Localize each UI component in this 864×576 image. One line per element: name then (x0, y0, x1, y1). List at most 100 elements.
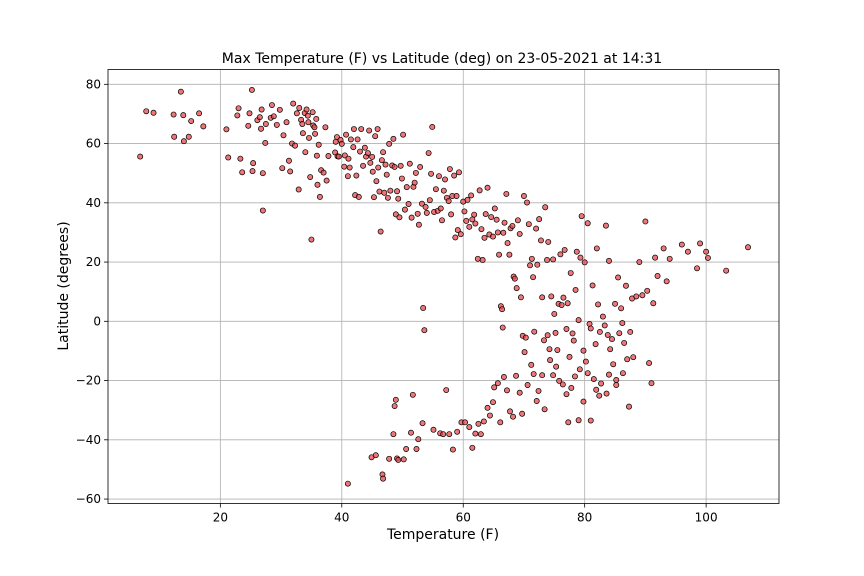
data-point (256, 114, 263, 121)
data-point (606, 371, 612, 378)
y-tick-label: −40 (76, 433, 101, 447)
data-point (534, 261, 541, 268)
data-point (488, 214, 495, 220)
data-point (596, 329, 603, 335)
data-point (279, 165, 286, 172)
data-point (563, 391, 570, 398)
data-point (567, 270, 574, 276)
data-point (200, 123, 207, 130)
data-point (471, 211, 478, 218)
data-point (423, 209, 430, 216)
data-point (418, 200, 425, 207)
data-point (443, 387, 450, 393)
data-point (577, 254, 584, 261)
data-point (390, 135, 397, 142)
data-point (559, 381, 566, 388)
data-point (369, 153, 376, 160)
data-point (239, 169, 246, 176)
data-point (469, 444, 476, 451)
data-point (415, 221, 422, 228)
data-point (387, 187, 394, 194)
data-point (290, 100, 297, 107)
data-point (453, 193, 460, 199)
data-point (464, 196, 471, 203)
y-tick-label: 0 (93, 314, 101, 328)
data-point (533, 225, 540, 232)
data-point (185, 133, 192, 140)
data-point (341, 152, 348, 159)
data-point (582, 358, 589, 365)
data-point (421, 327, 428, 334)
data-point (315, 141, 322, 148)
data-point (372, 452, 379, 459)
data-point (598, 380, 605, 387)
data-point (293, 110, 300, 117)
data-point (171, 133, 178, 140)
data-point (481, 234, 488, 241)
data-point (382, 161, 389, 168)
data-point (235, 105, 242, 112)
data-point (601, 322, 608, 329)
data-point (561, 246, 568, 253)
data-point (411, 179, 418, 186)
data-point (646, 360, 653, 367)
data-point (372, 133, 379, 140)
data-point (150, 109, 157, 116)
data-point (539, 372, 546, 379)
data-point (575, 417, 582, 424)
data-point (250, 160, 257, 167)
data-point (180, 112, 187, 119)
data-point (564, 300, 571, 307)
data-point (463, 217, 470, 224)
data-point (397, 162, 404, 169)
data-point (390, 431, 397, 438)
data-point (494, 380, 501, 387)
data-point (234, 112, 241, 119)
data-point (499, 324, 506, 331)
data-point (412, 169, 419, 176)
data-point (403, 184, 410, 191)
data-point (619, 320, 626, 327)
data-point (309, 109, 316, 116)
data-point (366, 127, 373, 134)
data-point (401, 206, 408, 213)
data-point (332, 138, 339, 145)
data-point (446, 431, 453, 438)
data-point (666, 255, 673, 262)
data-point (516, 230, 523, 237)
data-points (137, 86, 751, 487)
data-point (504, 387, 510, 394)
data-point (539, 294, 546, 301)
data-point (357, 148, 363, 155)
data-point (422, 204, 429, 210)
data-point (283, 119, 290, 126)
data-point (316, 193, 323, 200)
data-point (196, 110, 203, 117)
data-point (550, 372, 557, 379)
data-point (533, 398, 540, 404)
data-point (452, 234, 459, 241)
data-point (558, 302, 565, 308)
data-point (353, 172, 360, 179)
data-point (392, 396, 399, 403)
data-point (369, 168, 376, 175)
data-point (383, 171, 390, 178)
data-point (491, 205, 498, 212)
data-point (381, 189, 388, 196)
data-point (541, 337, 547, 344)
data-point (377, 228, 384, 235)
data-point (525, 221, 532, 228)
data-point (386, 455, 393, 462)
data-point (454, 227, 461, 234)
data-point (527, 262, 533, 269)
data-point (509, 222, 516, 229)
data-point (590, 376, 597, 383)
data-point (269, 102, 275, 108)
data-point (557, 251, 564, 258)
data-point (516, 389, 523, 396)
data-point (287, 168, 294, 175)
data-point (575, 317, 582, 324)
data-point (593, 245, 600, 252)
data-point (335, 153, 342, 160)
x-tick-label: 60 (456, 511, 471, 525)
